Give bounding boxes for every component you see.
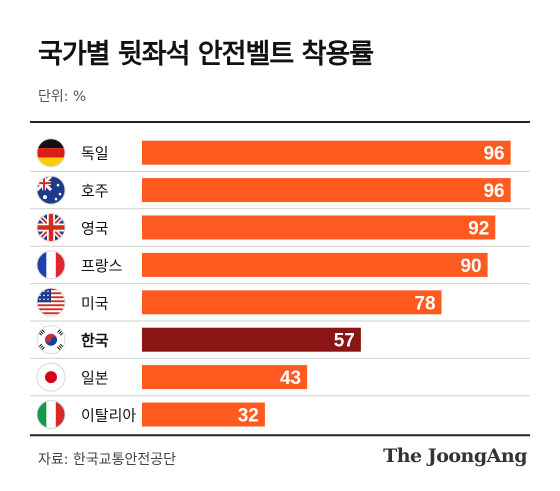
category-label: 독일 <box>81 145 109 163</box>
bar <box>142 365 308 390</box>
category-label: 한국 <box>81 332 109 350</box>
italy-flag-icon <box>36 400 66 429</box>
uk-flag-icon <box>36 213 66 242</box>
highlight-bar <box>142 327 361 352</box>
bar <box>142 290 442 315</box>
value-label: 43 <box>280 368 301 389</box>
korea-flag-icon <box>36 325 66 355</box>
category-label: 프랑스 <box>81 257 123 275</box>
value-label: 96 <box>483 181 504 202</box>
bar <box>142 178 511 203</box>
source-note: 자료: 한국교통안전공단 <box>38 452 176 468</box>
category-label: 이탈리아 <box>81 407 136 425</box>
bar <box>142 215 496 240</box>
chart-title: 국가별 뒷좌석 안전벨트 착용률 <box>38 39 374 70</box>
germany-flag-icon <box>36 138 66 168</box>
bar <box>142 140 511 165</box>
value-label: 96 <box>483 144 504 165</box>
category-label: 일본 <box>81 369 109 387</box>
unit-label: 단위: % <box>38 89 87 105</box>
value-label: 90 <box>460 256 481 277</box>
bar <box>142 402 265 427</box>
value-label: 32 <box>238 406 259 427</box>
bar <box>142 252 488 277</box>
top-rule <box>30 121 530 123</box>
japan-flag-icon <box>36 362 66 392</box>
value-label: 78 <box>414 293 435 314</box>
category-label: 영국 <box>81 220 109 238</box>
category-label: 미국 <box>81 294 109 312</box>
category-label: 호주 <box>81 182 109 200</box>
value-label: 57 <box>334 331 355 352</box>
france-flag-icon <box>36 250 66 280</box>
usa-flag-icon <box>36 287 66 317</box>
australia-flag-icon <box>36 175 66 205</box>
value-label: 92 <box>468 219 489 240</box>
brand-logo: The JoongAng <box>383 445 527 467</box>
